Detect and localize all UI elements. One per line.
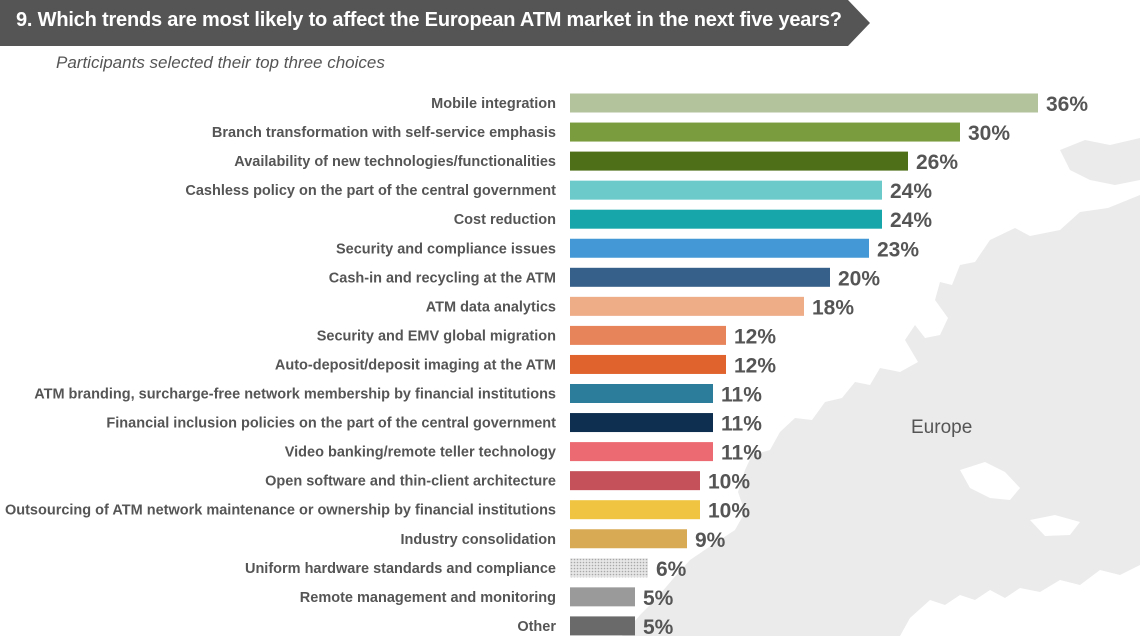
bar [570, 180, 882, 200]
category-label: Security and compliance issues [336, 241, 556, 257]
category-label: Mobile integration [431, 96, 556, 112]
value-label: 26% [916, 151, 958, 174]
value-label: 11% [721, 384, 762, 407]
value-label: 10% [708, 471, 750, 494]
category-label: Remote management and monitoring [300, 590, 556, 606]
category-label: Cost reduction [454, 212, 556, 228]
value-label: 5% [643, 616, 674, 636]
bar [570, 587, 635, 607]
bar [570, 384, 713, 403]
value-label: 36% [1046, 93, 1088, 116]
bar [570, 122, 960, 142]
value-label: 24% [890, 180, 932, 203]
bar [570, 558, 648, 578]
category-label: ATM data analytics [426, 299, 556, 315]
bar [570, 267, 830, 287]
bar [570, 296, 804, 316]
category-label: Outsourcing of ATM network maintenance o… [5, 503, 556, 519]
bar [570, 413, 713, 433]
value-label: 24% [890, 209, 932, 232]
bar [570, 325, 726, 345]
bar [570, 616, 635, 636]
category-label: Industry consolidation [401, 532, 556, 548]
value-label: 11% [721, 413, 762, 436]
bar [570, 471, 700, 491]
header-banner: 9. Which trends are most likely to affec… [0, 0, 870, 46]
category-label: Availability of new technologies/functio… [234, 154, 556, 170]
bar [570, 151, 908, 171]
value-label: 30% [968, 122, 1010, 145]
bar [570, 238, 869, 258]
category-label: Financial inclusion policies on the part… [106, 416, 556, 432]
category-label: Branch transformation with self-service … [212, 125, 556, 141]
value-label: 12% [734, 325, 776, 348]
bar [570, 93, 1038, 113]
header-arrow-shape [0, 0, 870, 46]
chart-title: 9. Which trends are most likely to affec… [16, 9, 842, 31]
value-label: 9% [695, 529, 726, 552]
category-label: Open software and thin-client architectu… [265, 474, 556, 490]
chart-subtitle: Participants selected their top three ch… [56, 53, 385, 72]
value-label: 20% [838, 267, 880, 290]
category-label: Other [517, 619, 556, 635]
category-label: Video banking/remote teller technology [285, 445, 556, 461]
map-region-label: Europe [911, 417, 973, 438]
value-label: 10% [708, 500, 750, 523]
value-label: 12% [734, 354, 776, 377]
bar [570, 500, 700, 520]
category-label: Cash-in and recycling at the ATM [329, 270, 556, 286]
category-label: Uniform hardware standards and complianc… [245, 561, 556, 577]
value-label: 18% [812, 296, 854, 319]
value-label: 11% [721, 442, 762, 465]
bar [570, 529, 687, 549]
category-label: ATM branding, surcharge-free network mem… [34, 387, 556, 403]
value-label: 23% [877, 238, 919, 261]
value-label: 5% [643, 587, 674, 610]
category-label: Security and EMV global migration [317, 328, 556, 344]
bars-group: Mobile integration 36% Branch transformati… [5, 93, 1088, 636]
category-label: Cashless policy on the part of the centr… [185, 183, 556, 199]
bar [570, 442, 713, 462]
bar [570, 209, 882, 229]
category-label: Auto-deposit/deposit imaging at the ATM [275, 357, 556, 373]
value-label: 6% [656, 558, 687, 581]
bar [570, 354, 726, 374]
